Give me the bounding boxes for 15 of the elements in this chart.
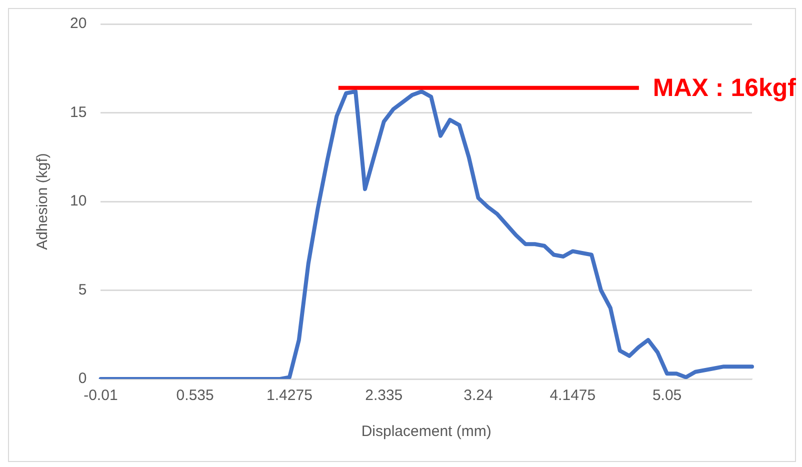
y-tick-label: 20 bbox=[70, 15, 87, 32]
x-tick-label: 0.535 bbox=[176, 387, 214, 404]
x-tick-label: 3.24 bbox=[464, 387, 493, 404]
x-tick-label: 2.335 bbox=[365, 387, 403, 404]
x-tick-label: 1.4275 bbox=[266, 387, 312, 404]
x-axis-title: Displacement (mm) bbox=[361, 423, 492, 440]
y-tick-label: 5 bbox=[78, 281, 87, 298]
x-tick-label: -0.01 bbox=[84, 387, 118, 404]
x-tick-label: 5.05 bbox=[652, 387, 682, 404]
x-tick-label: 4.1475 bbox=[550, 387, 596, 404]
y-tick-label: 15 bbox=[70, 104, 87, 121]
ref-line-label: MAX : 16kgf bbox=[652, 74, 797, 102]
y-tick-label: 0 bbox=[78, 370, 87, 388]
y-tick-label: 10 bbox=[70, 192, 87, 210]
y-axis-title: Adhesion (kgf) bbox=[34, 153, 52, 250]
